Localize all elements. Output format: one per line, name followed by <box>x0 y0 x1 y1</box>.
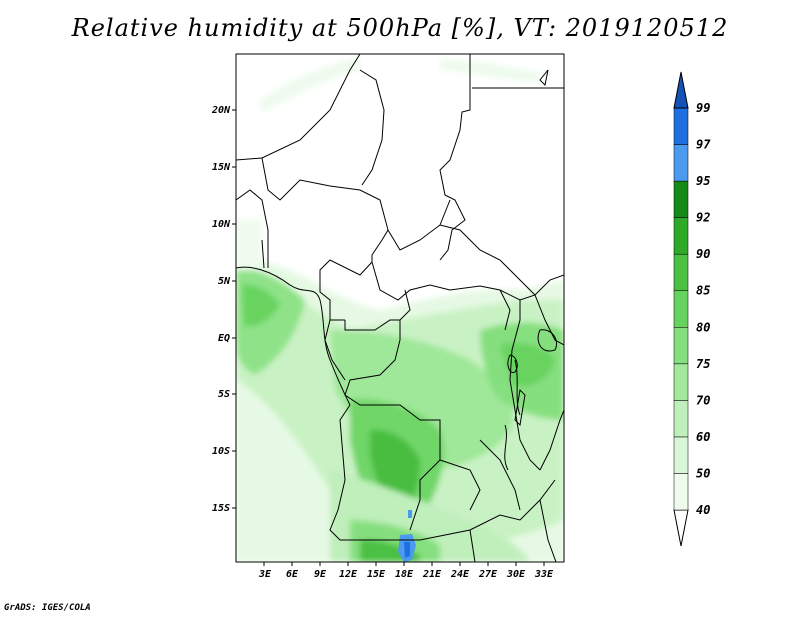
humidity-shading <box>236 58 564 562</box>
colorbar-label: 85 <box>696 284 710 298</box>
lat-tick-label: 5S <box>218 389 230 400</box>
colorbar-segment <box>673 180 689 218</box>
colorbar-segment <box>673 327 689 365</box>
colorbar-label: 75 <box>696 357 710 371</box>
lakes <box>507 329 557 427</box>
lon-tick-label: 15E <box>367 569 386 580</box>
lat-tick-label: 15N <box>212 162 231 173</box>
latitude-axis: 20N 15N 10N 5N EQ 5S 10S 15S <box>211 105 231 514</box>
lat-tick-label: EQ <box>218 333 230 344</box>
country-borders <box>236 54 564 562</box>
lat-tick-label: 10N <box>212 219 231 230</box>
colorbar-segment <box>673 107 689 145</box>
colorbar-segment <box>673 400 689 438</box>
lon-tick-label: 27E <box>478 569 498 580</box>
colorbar-label: 60 <box>696 430 710 444</box>
colorbar-label: 40 <box>696 503 710 517</box>
colorbar-segment <box>673 436 689 474</box>
lon-tick-label: 12E <box>339 569 358 580</box>
colorbar-label: 90 <box>696 247 710 261</box>
axis-tick-marks <box>232 109 545 566</box>
colorbar-label: 50 <box>696 466 710 480</box>
colorbar-segment <box>673 473 689 511</box>
lat-tick-label: 5N <box>218 276 231 287</box>
lat-tick-label: 10S <box>212 446 230 457</box>
lon-tick-label: 21E <box>422 569 442 580</box>
lon-tick-label: 33E <box>534 569 554 580</box>
map-frame <box>235 53 565 563</box>
colorbar-segment <box>673 253 689 291</box>
lon-tick-label: 9E <box>314 569 327 580</box>
lat-tick-label: 20N <box>211 105 231 116</box>
colorbar-label: 70 <box>696 393 710 407</box>
colorbar-label: 99 <box>696 101 710 115</box>
credit-label: GrADS: IGES/COLA <box>4 603 91 613</box>
colorbar-upper-triangle <box>673 71 689 109</box>
colorbar-segment <box>673 290 689 328</box>
lon-tick-label: 3E <box>258 569 272 580</box>
colorbar-label: 95 <box>696 174 710 188</box>
colorbar-segment <box>673 144 689 182</box>
colorbar-segment <box>673 217 689 255</box>
lon-tick-label: 18E <box>395 569 414 580</box>
colorbar-label: 80 <box>696 320 710 334</box>
lat-tick-label: 15S <box>212 503 230 514</box>
map-title: Relative humidity at 500hPa [%], VT: 201… <box>71 14 729 42</box>
colorbar-segment <box>673 363 689 401</box>
colorbar-label: 92 <box>696 211 710 225</box>
coastline <box>236 266 351 406</box>
colorbar-lower-triangle <box>673 509 689 547</box>
longitude-axis: 3E 6E 9E 12E 15E 18E 21E 24E 27E 30E 33E <box>258 569 554 580</box>
lon-tick-label: 24E <box>450 569 470 580</box>
colorbar-label: 97 <box>696 138 711 152</box>
lon-tick-label: 6E <box>286 569 299 580</box>
lon-tick-label: 30E <box>506 569 526 580</box>
colorbar: 40 50 60 70 75 80 85 90 92 95 97 99 <box>673 71 711 547</box>
